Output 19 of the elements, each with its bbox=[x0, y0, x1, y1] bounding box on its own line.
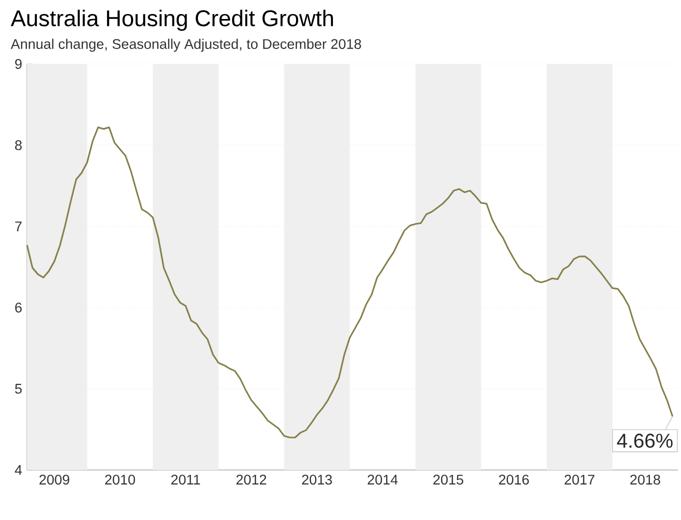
y-tick-label: 9 bbox=[15, 59, 22, 69]
x-tick-label: 2018 bbox=[630, 474, 660, 485]
x-tick-label: 2016 bbox=[499, 474, 529, 485]
x-tick-label: 2014 bbox=[368, 474, 398, 485]
y-tick-label: 6 bbox=[15, 302, 22, 313]
chart-title: Australia Housing Credit Growth bbox=[10, 10, 333, 31]
x-tick-label: 2011 bbox=[171, 474, 200, 485]
y-tick-label: 7 bbox=[15, 222, 22, 232]
annotation: 4.66% bbox=[617, 434, 673, 448]
x-tick-label: 2015 bbox=[433, 474, 464, 485]
x-tick-label: 2009 bbox=[40, 474, 70, 485]
x-tick-label: 2013 bbox=[302, 474, 332, 485]
x-tick-label: 2017 bbox=[564, 474, 594, 485]
y-tick-label: 4 bbox=[14, 465, 22, 475]
x-tick-label: 2010 bbox=[105, 474, 136, 485]
chart-subtitle: Annual change, Seasonally Adjusted, to December 2018 bbox=[10, 38, 362, 52]
y-tick-label: 8 bbox=[15, 140, 22, 150]
y-tick-label: 5 bbox=[15, 384, 22, 394]
x-tick-label: 2012 bbox=[236, 474, 266, 485]
